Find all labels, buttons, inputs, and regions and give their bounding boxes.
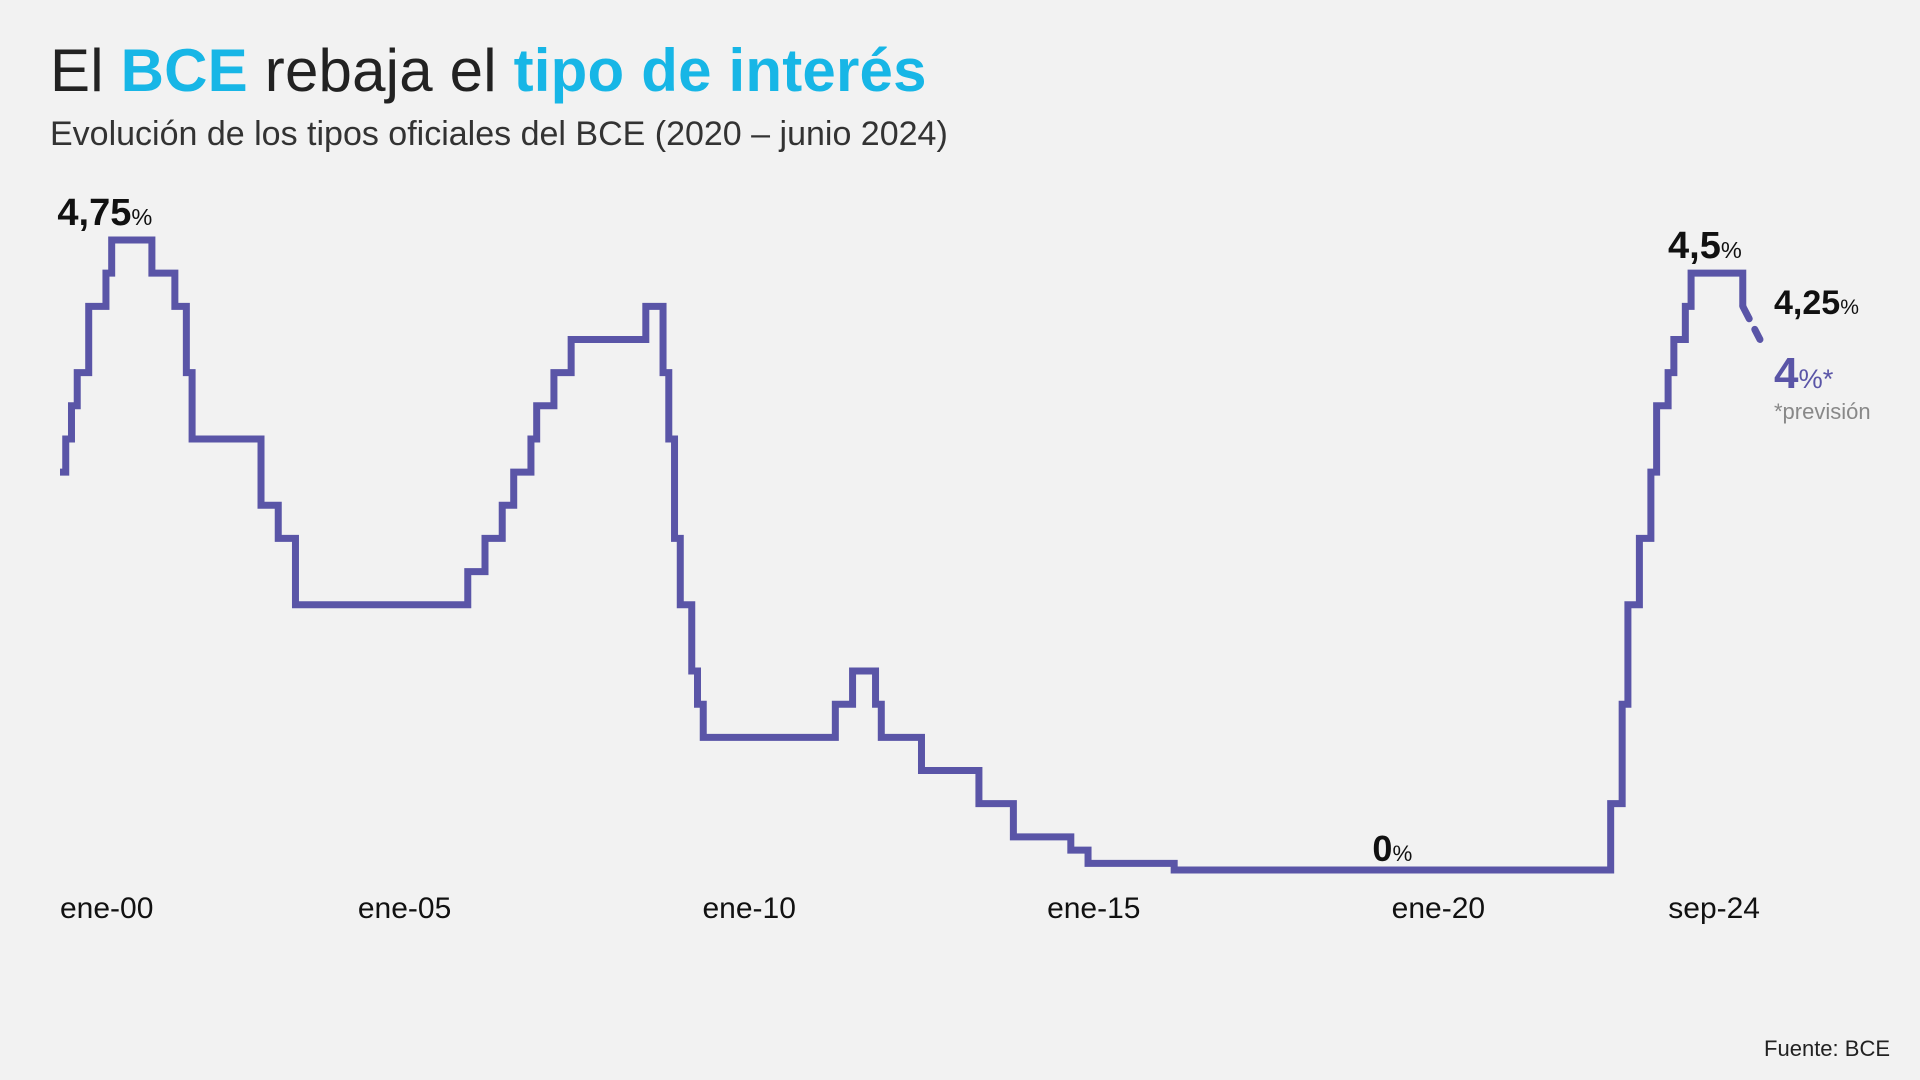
chart-title: El BCE rebaja el tipo de interés [50,36,948,105]
chart-annotation-forecast: 4%* [1774,349,1833,399]
line-chart: ene-00 ene-05 ene-10 ene-15 ene-20 sep-24 4,7… [50,190,1870,950]
x-axis-tick-label: ene-20 [1392,892,1485,925]
forecast-note: *previsión [1774,399,1871,425]
x-axis-tick-label: sep-24 [1668,892,1760,925]
chart-annotation-peak-475: 4,75% [57,192,152,235]
chart-subtitle: Evolución de los tipos oficiales del BCE… [50,115,948,154]
x-axis-tick-label: ene-00 [60,892,153,925]
x-axis-tick-label: ene-10 [702,892,795,925]
source-attribution: Fuente: BCE [1764,1036,1890,1062]
chart-annotation-val-425: 4,25% [1774,284,1859,323]
x-axis-tick-label: ene-15 [1047,892,1140,925]
chart-annotation-peak-45: 4,5% [1668,225,1742,268]
x-axis-tick-label: ene-05 [358,892,451,925]
chart-annotation-zero: 0% [1372,828,1412,870]
